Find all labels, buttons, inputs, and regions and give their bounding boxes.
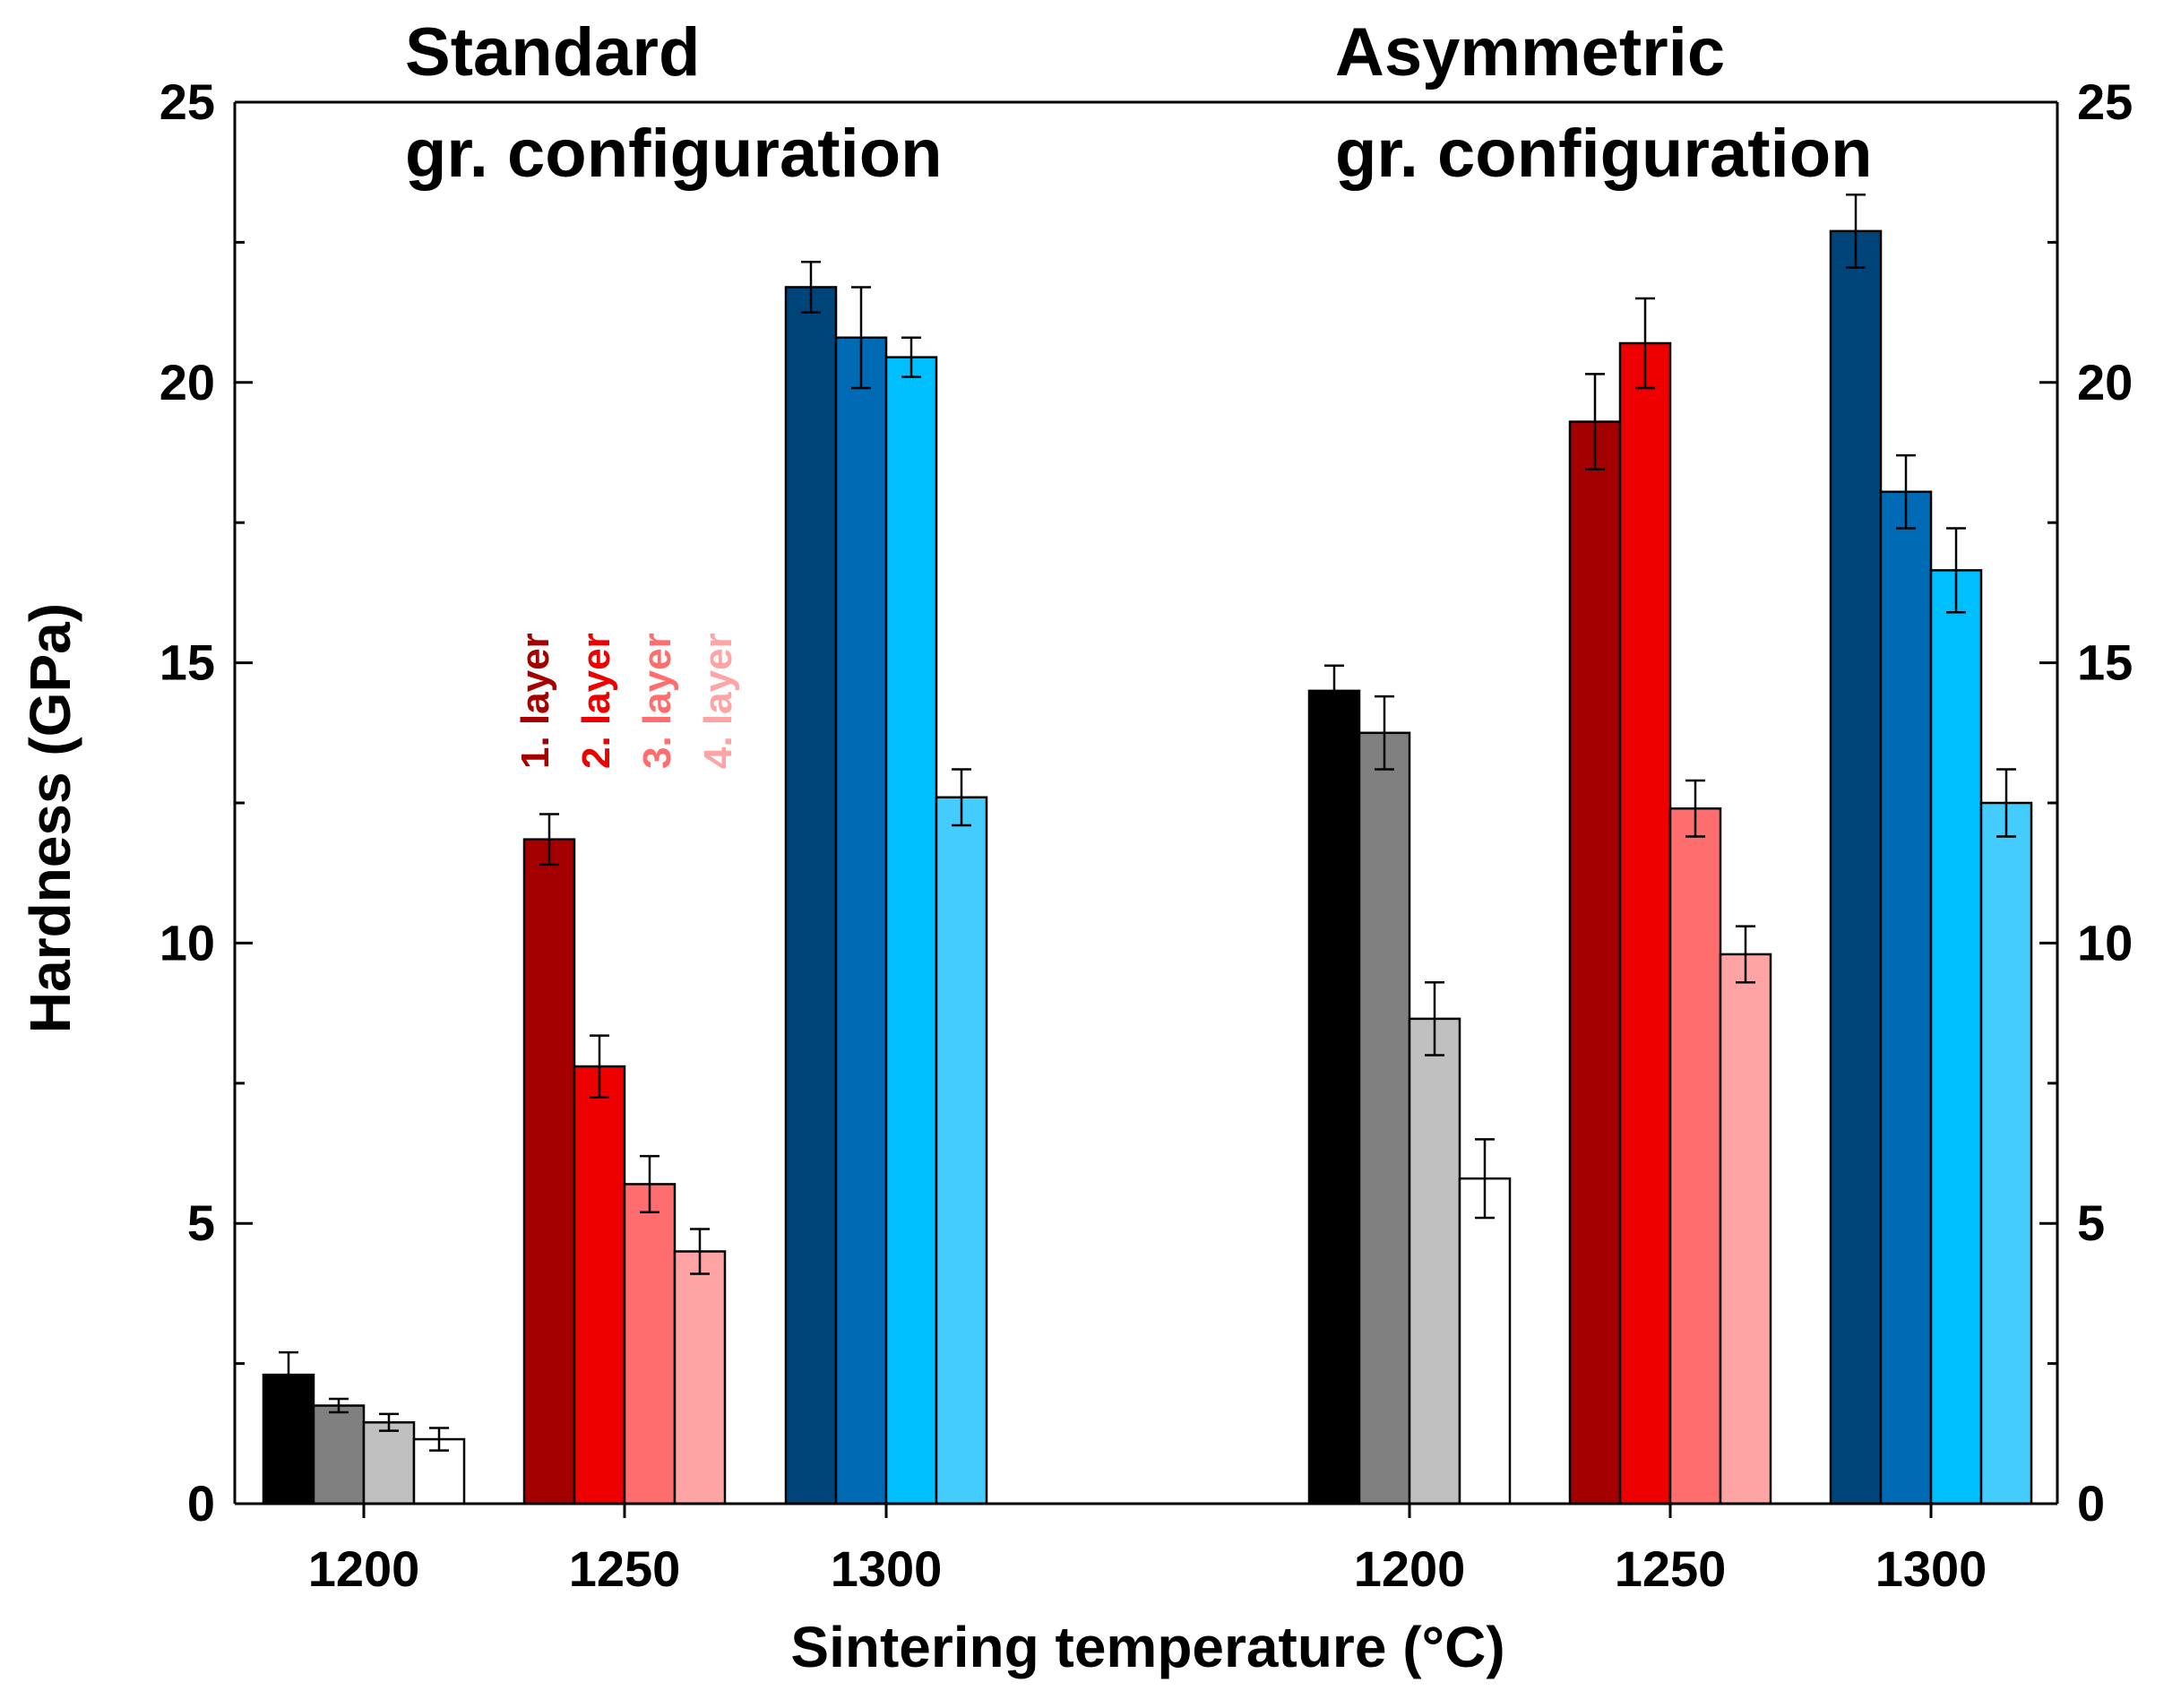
- errorbars-layer: [279, 193, 2016, 1452]
- bar-asymmetric-1250-layer1: [1568, 420, 1622, 1505]
- group-title-asymmetric-line1: Asymmetric: [1335, 14, 1725, 91]
- y-tick-label-left-20: 20: [159, 354, 215, 410]
- y-tick-label-right-25: 25: [2077, 73, 2133, 130]
- layer-legend: 1. layer 2. layer 3. layer 4. layer: [513, 633, 740, 769]
- plot-frame: [233, 100, 2059, 1505]
- bar-asymmetric-1200-layer4: [1458, 1177, 1512, 1505]
- group-title-standard-line1: Standard: [405, 14, 700, 91]
- y-tick-label-left-15: 15: [159, 634, 215, 691]
- layer-label-4: 4. layer: [696, 633, 740, 769]
- category-label-asymmetric-1300: 1300: [1875, 1540, 1987, 1597]
- bar-asymmetric-1200-layer1: [1307, 689, 1361, 1505]
- ticks-layer: 0 0 5 5 10 10 15 15 20 20 25 25: [159, 73, 2134, 1531]
- group-title-standard-line2: gr. configuration: [405, 116, 943, 192]
- category-label-asymmetric-1200: 1200: [1354, 1540, 1466, 1597]
- bar-standard-1250-layer1: [522, 838, 576, 1505]
- layer-label-2: 2. layer: [574, 633, 618, 769]
- layer-label-3: 3. layer: [635, 633, 679, 769]
- category-label-asymmetric-1250: 1250: [1615, 1540, 1727, 1597]
- bars-layer: [262, 229, 2033, 1505]
- bar-standard-1250-layer4: [673, 1250, 727, 1505]
- bar-standard-1300-layer4: [935, 796, 988, 1505]
- layer-label-1: 1. layer: [513, 633, 557, 769]
- bar-standard-1300-layer2: [834, 336, 888, 1505]
- category-label-standard-1250: 1250: [569, 1540, 681, 1597]
- bar-standard-1300-layer3: [884, 356, 938, 1505]
- category-label-standard-1300: 1300: [831, 1540, 943, 1597]
- bar-standard-1200-layer2: [312, 1404, 366, 1505]
- bar-asymmetric-1250-layer3: [1668, 807, 1722, 1505]
- y-tick-label-right-10: 10: [2077, 914, 2133, 970]
- bar-standard-1300-layer1: [784, 286, 838, 1505]
- bar-asymmetric-1300-layer1: [1829, 229, 1883, 1505]
- y-tick-label-right-20: 20: [2077, 354, 2133, 410]
- bar-standard-1250-layer3: [623, 1183, 677, 1505]
- bar-asymmetric-1200-layer2: [1358, 731, 1411, 1505]
- y-tick-label-left-10: 10: [159, 914, 215, 970]
- bar-asymmetric-1300-layer2: [1879, 490, 1933, 1505]
- y-tick-label-left-5: 5: [187, 1195, 215, 1251]
- bar-asymmetric-1200-layer3: [1408, 1017, 1461, 1505]
- bar-asymmetric-1250-layer2: [1618, 341, 1672, 1505]
- x-axis-label: Sintering temperature (°C): [790, 1615, 1504, 1679]
- y-axis-label: Hardness (GPa): [18, 603, 82, 1033]
- y-tick-label-left-0: 0: [187, 1475, 215, 1531]
- y-tick-label-right-5: 5: [2077, 1195, 2105, 1251]
- category-labels: 1200 1250 1300 1200 1250 1300: [308, 1540, 1987, 1597]
- bar-standard-1250-layer2: [573, 1065, 626, 1505]
- bar-asymmetric-1300-layer3: [1929, 569, 1983, 1505]
- bar-standard-1200-layer3: [362, 1421, 416, 1505]
- bar-asymmetric-1250-layer4: [1719, 953, 1772, 1505]
- y-tick-label-right-15: 15: [2077, 634, 2133, 691]
- bar-asymmetric-1300-layer4: [1979, 801, 2033, 1505]
- y-tick-label-right-0: 0: [2077, 1475, 2105, 1531]
- y-tick-label-left-25: 25: [159, 73, 215, 130]
- category-label-standard-1200: 1200: [308, 1540, 420, 1597]
- group-title-asymmetric-line2: gr. configuration: [1335, 116, 1873, 192]
